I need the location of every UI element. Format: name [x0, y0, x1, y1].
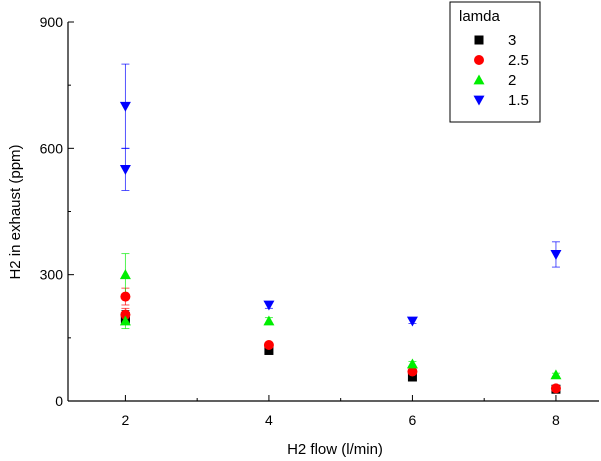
data-point-2_5	[120, 291, 131, 302]
data-point-1_5	[263, 300, 275, 311]
legend-title: lamda	[459, 8, 501, 25]
x-axis-title: H2 flow (l/min)	[287, 441, 383, 458]
legend-marker-1_5	[473, 95, 485, 106]
data-point-2	[550, 369, 562, 380]
data-point-1_5	[119, 101, 131, 112]
legend-marker-2_5	[474, 55, 484, 65]
y-tick-label: 900	[40, 14, 64, 30]
legend-label: 1.5	[508, 92, 529, 109]
legend-label: 3	[508, 32, 516, 49]
legend-box	[449, 1, 541, 123]
legend-marker-3	[474, 35, 484, 45]
data-point-3	[407, 372, 417, 382]
data-point-2_5	[550, 383, 561, 394]
data-point-2	[263, 315, 275, 326]
x-tick-label: 6	[409, 412, 417, 428]
data-point-3	[264, 345, 274, 355]
data-point-2_5	[263, 339, 274, 350]
x-tick-label: 8	[552, 412, 560, 428]
data-point-2	[406, 358, 418, 369]
legend-marker-2	[473, 74, 485, 85]
x-tick-label: 4	[265, 412, 273, 428]
data-point-2_5	[120, 309, 131, 320]
y-axis-title: H2 in exhaust (ppm)	[7, 144, 24, 279]
data-point-2	[119, 269, 131, 280]
legend: lamda 3 2.5 2 1.5	[449, 1, 541, 123]
data-point-1_5	[406, 316, 418, 327]
data-point-1_5	[119, 164, 131, 175]
axes: 0 300 600 900 2 4 6 8	[40, 14, 599, 428]
legend-label: 2.5	[508, 52, 529, 69]
data-point-1_5	[550, 250, 562, 260]
y-tick-label: 300	[40, 267, 64, 283]
x-tick-label: 2	[122, 412, 130, 428]
y-tick-label: 0	[55, 393, 63, 409]
legend-label: 2	[508, 72, 516, 89]
y-tick-label: 600	[40, 140, 64, 156]
data-point-2_5	[407, 366, 418, 377]
data-point-2	[119, 315, 131, 326]
data-marks	[119, 101, 562, 394]
